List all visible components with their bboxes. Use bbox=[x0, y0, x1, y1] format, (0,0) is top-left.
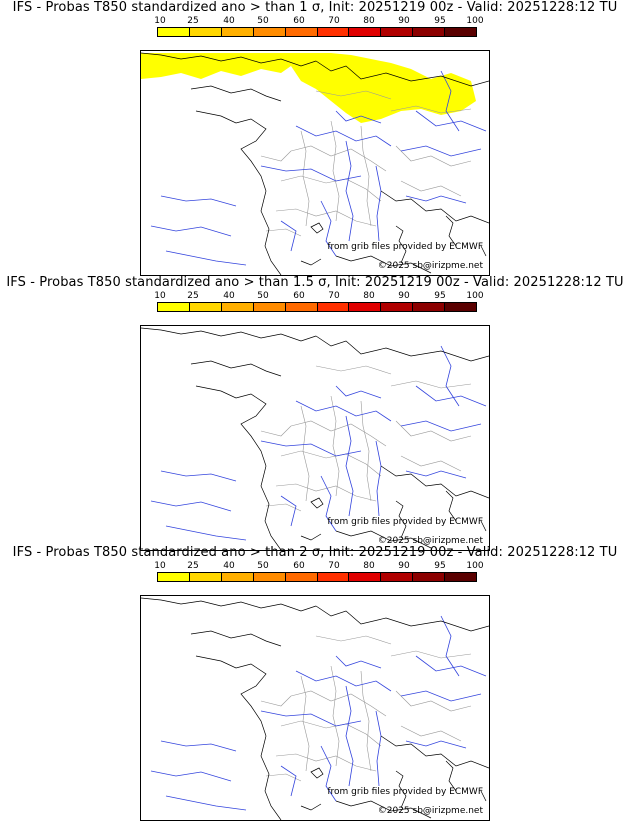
scale-label: 70 bbox=[328, 561, 340, 571]
rivers bbox=[150, 70, 487, 266]
scale-label: 80 bbox=[363, 291, 375, 301]
data-source-credit: from grib files provided by ECMWF bbox=[327, 242, 483, 252]
panel-title: IFS - Probas T850 standardized ano > tha… bbox=[12, 0, 618, 15]
scale-label: 25 bbox=[187, 561, 199, 571]
scale-swatch bbox=[189, 303, 222, 311]
scale-label: 25 bbox=[187, 16, 199, 26]
probability-color-scale: 10 25 40 50 60 70 80 90 95 100 bbox=[154, 561, 487, 587]
scale-label: 60 bbox=[293, 291, 305, 301]
scale-swatch bbox=[158, 28, 190, 36]
scale-swatch bbox=[253, 28, 286, 36]
scale-label: 90 bbox=[398, 291, 410, 301]
copyright-credit: ©2025 sb@irizpme.net bbox=[377, 536, 483, 546]
scale-labels: 10 25 40 50 60 70 80 90 95 100 bbox=[154, 16, 487, 27]
scale-label: 100 bbox=[466, 291, 484, 301]
probability-panel-1: IFS - Probas T850 standardized ano > tha… bbox=[0, 0, 630, 276]
probability-area bbox=[141, 53, 476, 123]
scale-swatch bbox=[349, 573, 382, 581]
map-canvas bbox=[141, 597, 489, 820]
panel-title: IFS - Probas T850 standardized ano > tha… bbox=[6, 275, 624, 290]
scale-label: 10 bbox=[154, 561, 166, 571]
scale-label: 70 bbox=[328, 16, 340, 26]
scale-label: 40 bbox=[223, 561, 235, 571]
department-borders bbox=[260, 90, 472, 237]
scale-swatch bbox=[381, 303, 414, 311]
scale-swatch bbox=[221, 28, 254, 36]
probability-panel-3: IFS - Probas T850 standardized ano > tha… bbox=[0, 545, 630, 821]
scale-label: 25 bbox=[187, 291, 199, 301]
probability-10-25-area bbox=[141, 53, 476, 123]
scale-label: 60 bbox=[293, 16, 305, 26]
scale-swatch bbox=[413, 573, 446, 581]
scale-swatch bbox=[285, 303, 318, 311]
probability-color-scale: 10 25 40 50 60 70 80 90 95 100 bbox=[154, 16, 487, 42]
scale-swatch bbox=[317, 28, 350, 36]
scale-label: 95 bbox=[434, 291, 446, 301]
rivers bbox=[150, 615, 487, 811]
scale-swatch bbox=[158, 573, 190, 581]
scale-swatch bbox=[221, 303, 254, 311]
map-canvas bbox=[141, 327, 489, 550]
scale-swatch bbox=[349, 303, 382, 311]
scale-label: 80 bbox=[363, 561, 375, 571]
map-canvas bbox=[141, 52, 489, 275]
scale-swatch bbox=[413, 303, 446, 311]
coastline bbox=[141, 327, 489, 550]
scale-label: 95 bbox=[434, 561, 446, 571]
data-source-credit: from grib files provided by ECMWF bbox=[327, 787, 483, 797]
scale-label: 10 bbox=[154, 291, 166, 301]
scale-label: 50 bbox=[257, 291, 269, 301]
scale-label: 10 bbox=[154, 16, 166, 26]
scale-swatch bbox=[445, 303, 477, 311]
scale-swatch bbox=[413, 28, 446, 36]
scale-swatch bbox=[381, 28, 414, 36]
scale-swatch bbox=[253, 573, 286, 581]
scale-swatch bbox=[317, 573, 350, 581]
scale-label: 60 bbox=[293, 561, 305, 571]
copyright-credit: ©2025 sb@irizpme.net bbox=[377, 261, 483, 271]
scale-swatch bbox=[189, 573, 222, 581]
scale-labels: 10 25 40 50 60 70 80 90 95 100 bbox=[154, 291, 487, 302]
scale-swatch bbox=[158, 303, 190, 311]
scale-swatch bbox=[285, 573, 318, 581]
map-france: from grib files provided by ECMWF ©2025 … bbox=[140, 50, 490, 276]
panel-title: IFS - Probas T850 standardized ano > tha… bbox=[12, 545, 618, 560]
department-borders bbox=[260, 365, 472, 512]
probability-panel-2: IFS - Probas T850 standardized ano > tha… bbox=[0, 275, 630, 551]
scale-swatch bbox=[285, 28, 318, 36]
scale-label: 50 bbox=[257, 16, 269, 26]
scale-swatch bbox=[445, 28, 477, 36]
scale-swatch bbox=[189, 28, 222, 36]
scale-swatch bbox=[381, 573, 414, 581]
map-france: from grib files provided by ECMWF ©2025 … bbox=[140, 325, 490, 551]
rivers bbox=[150, 345, 487, 541]
scale-labels: 10 25 40 50 60 70 80 90 95 100 bbox=[154, 561, 487, 572]
coastline bbox=[141, 52, 489, 275]
data-source-credit: from grib files provided by ECMWF bbox=[327, 517, 483, 527]
scale-swatch bbox=[445, 573, 477, 581]
scale-swatch bbox=[317, 303, 350, 311]
scale-bar bbox=[157, 572, 477, 582]
probability-color-scale: 10 25 40 50 60 70 80 90 95 100 bbox=[154, 291, 487, 317]
scale-label: 95 bbox=[434, 16, 446, 26]
scale-label: 40 bbox=[223, 16, 235, 26]
scale-swatch bbox=[221, 573, 254, 581]
scale-bar bbox=[157, 302, 477, 312]
scale-label: 70 bbox=[328, 291, 340, 301]
scale-bar bbox=[157, 27, 477, 37]
coastline bbox=[141, 597, 489, 820]
map-france: from grib files provided by ECMWF ©2025 … bbox=[140, 595, 490, 821]
scale-label: 40 bbox=[223, 291, 235, 301]
scale-swatch bbox=[349, 28, 382, 36]
scale-label: 50 bbox=[257, 561, 269, 571]
scale-label: 100 bbox=[466, 16, 484, 26]
department-borders bbox=[260, 635, 472, 782]
copyright-credit: ©2025 sb@irizpme.net bbox=[377, 806, 483, 816]
scale-label: 100 bbox=[466, 561, 484, 571]
scale-label: 90 bbox=[398, 16, 410, 26]
scale-swatch bbox=[253, 303, 286, 311]
scale-label: 90 bbox=[398, 561, 410, 571]
scale-label: 80 bbox=[363, 16, 375, 26]
